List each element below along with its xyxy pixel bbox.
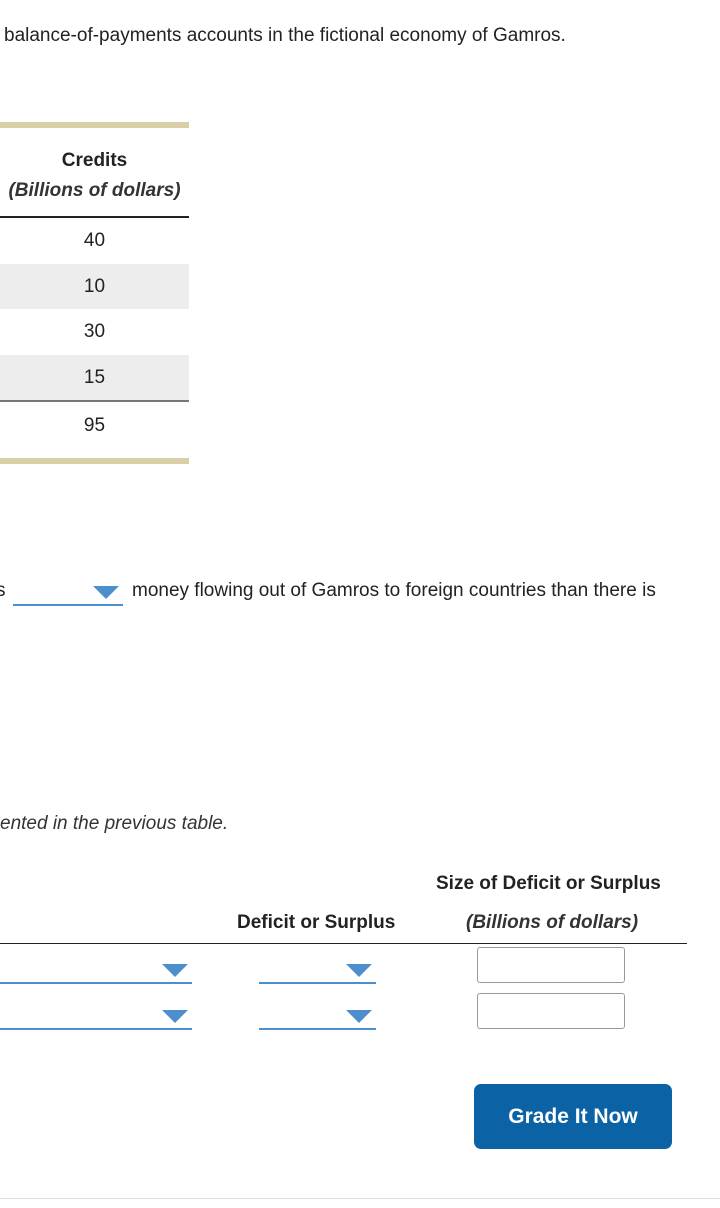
account-dropdown-2[interactable] [0,1004,192,1030]
credits-subheader: (Billions of dollars) [0,179,189,218]
size-header: Size of Deficit or Surplus [436,873,661,894]
credits-total: 95 [0,400,189,458]
intro-text: balance-of-payments accounts in the fict… [4,25,566,46]
credits-header: Credits [61,150,128,171]
chevron-down-icon [162,1010,188,1023]
deficit-header: Deficit or Surplus [237,912,396,933]
table-top-rule [0,122,189,128]
credits-table: Credits (Billions of dollars) 40 10 30 1… [0,122,189,464]
deficit-surplus-dropdown-1[interactable] [259,958,376,984]
deficit-surplus-dropdown-2[interactable] [259,1004,376,1030]
account-dropdown-1[interactable] [0,958,192,984]
more-less-dropdown[interactable] [13,580,123,606]
sentence-text: money flowing out of Gamros to foreign c… [132,580,656,601]
chevron-down-icon [93,586,119,599]
bottom-divider [0,1198,720,1199]
table-bottom-rule [0,458,189,464]
grade-it-now-button[interactable]: Grade It Now [474,1084,672,1149]
table-row: 30 [83,321,106,342]
note-text: ented in the previous table. [0,813,229,834]
chevron-down-icon [346,964,372,977]
table-row: 10 [0,263,189,309]
table-row: 15 [0,354,189,400]
sentence-fragment: s [0,580,6,601]
table-row: 40 [83,230,106,251]
size-input-1[interactable] [477,947,625,983]
size-subheader: (Billions of dollars) [466,912,639,933]
chevron-down-icon [162,964,188,977]
chevron-down-icon [346,1010,372,1023]
size-input-2[interactable] [477,993,625,1029]
table-header-rule [0,943,687,944]
